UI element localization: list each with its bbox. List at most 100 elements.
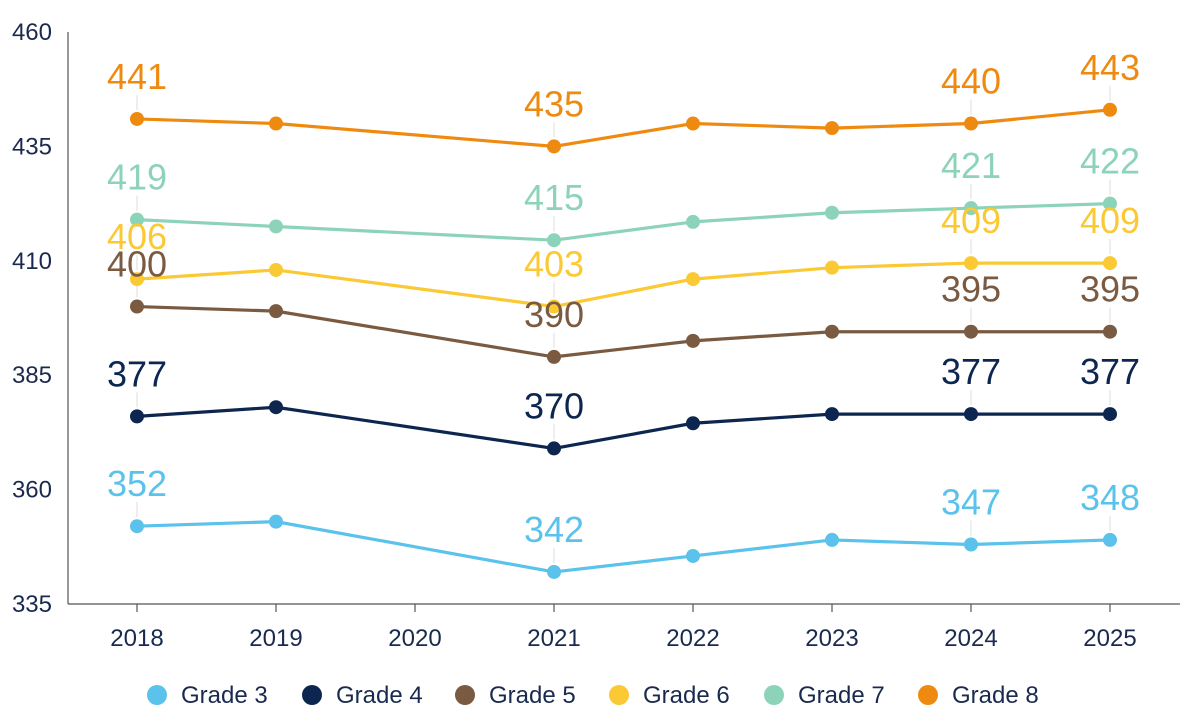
data-point-grade-8 (964, 116, 978, 131)
data-point-grade-6 (269, 262, 283, 277)
legend-label-grade-8: Grade 8 (952, 682, 1039, 709)
data-point-grade-3 (130, 519, 144, 534)
data-label-grade-3: 347 (941, 482, 1001, 523)
legend-label-grade-7: Grade 7 (798, 682, 885, 709)
data-point-grade-3 (547, 564, 561, 579)
x-tick-label: 2019 (249, 625, 302, 652)
data-point-grade-4 (547, 441, 561, 456)
data-label-grade-6: 406 (107, 216, 167, 257)
data-point-grade-4 (825, 407, 839, 422)
data-label-grade-8: 435 (524, 83, 584, 124)
data-label-grade-3: 342 (524, 509, 584, 550)
legend-label-grade-5: Grade 5 (489, 682, 576, 709)
data-point-grade-8 (825, 121, 839, 136)
data-point-grade-6 (130, 272, 144, 287)
data-label-grade-8: 440 (941, 61, 1001, 102)
data-point-grade-3 (269, 514, 283, 529)
y-tick-label: 385 (12, 362, 52, 389)
data-point-grade-6 (1103, 256, 1117, 271)
legend-label-grade-4: Grade 4 (336, 682, 423, 709)
data-label-grade-7: 421 (941, 145, 1001, 186)
x-tick-label: 2022 (666, 625, 719, 652)
data-point-grade-6 (686, 272, 700, 287)
x-tick-label: 2018 (110, 625, 163, 652)
data-point-grade-6 (547, 299, 561, 314)
data-label-grade-5: 400 (107, 244, 167, 285)
x-tick-label: 2020 (388, 625, 441, 652)
y-tick-label: 335 (12, 591, 52, 618)
data-point-grade-7 (130, 212, 144, 227)
data-point-grade-3 (825, 532, 839, 547)
legend-label-grade-6: Grade 6 (643, 682, 730, 709)
axes: 335 360 385 410 435 460 2018 2019 2020 2021 2022 20… (12, 19, 1180, 652)
legend-marker-grade-6 (609, 685, 629, 705)
legend-marker-grade-4 (302, 685, 322, 705)
data-point-grade-5 (686, 333, 700, 348)
data-label-grade-3: 352 (107, 463, 167, 504)
data-point-grade-8 (130, 111, 144, 126)
data-label-grade-5: 395 (1080, 269, 1140, 310)
data-point-grade-6 (964, 256, 978, 271)
data-label-grade-7: 415 (524, 177, 584, 218)
data-point-grade-8 (1103, 102, 1117, 117)
data-point-grade-7 (686, 214, 700, 229)
x-tick-label: 2021 (527, 625, 580, 652)
data-label-grade-4: 377 (107, 353, 167, 394)
legend-marker-grade-3 (147, 685, 167, 705)
data-label-grade-8: 443 (1080, 47, 1140, 88)
data-label-grade-7: 422 (1080, 141, 1140, 182)
data-point-grade-4 (964, 407, 978, 422)
data-point-grade-4 (130, 409, 144, 424)
data-point-grade-4 (1103, 407, 1117, 422)
data-point-grade-5 (547, 349, 561, 364)
data-point-grade-7 (269, 219, 283, 234)
data-label-grade-4: 377 (941, 351, 1001, 392)
series-line-grade-3 (136, 520, 1111, 574)
series-points (130, 102, 1117, 579)
y-tick-label: 410 (12, 248, 52, 275)
data-point-grade-5 (825, 324, 839, 339)
data-point-grade-8 (686, 116, 700, 131)
label-guides (136, 85, 1111, 563)
data-label-grade-8: 441 (107, 56, 167, 97)
data-labels: 352 342 347 348 377 370 377 377 400 390 395 395 406 4… (107, 47, 1140, 550)
x-tick-label: 2025 (1083, 625, 1136, 652)
data-point-grade-5 (964, 324, 978, 339)
legend-marker-grade-8 (918, 685, 938, 705)
y-tick-label: 435 (12, 133, 52, 160)
data-point-grade-4 (269, 400, 283, 415)
legend-label-grade-3: Grade 3 (181, 682, 268, 709)
data-point-grade-5 (269, 304, 283, 319)
legend-marker-grade-5 (455, 685, 475, 705)
data-point-grade-7 (964, 201, 978, 216)
legend-marker-grade-7 (764, 685, 784, 705)
data-point-grade-6 (825, 260, 839, 275)
x-tick-label: 2024 (944, 625, 997, 652)
data-point-grade-3 (1103, 532, 1117, 547)
data-point-grade-3 (686, 548, 700, 563)
data-point-grade-3 (964, 537, 978, 552)
data-point-grade-8 (269, 116, 283, 131)
data-label-grade-4: 370 (524, 385, 584, 426)
data-label-grade-6: 409 (941, 200, 1001, 241)
data-point-grade-7 (1103, 196, 1117, 211)
data-point-grade-8 (547, 139, 561, 154)
data-label-grade-7: 419 (107, 157, 167, 198)
series-line-grade-8 (136, 108, 1111, 148)
data-point-grade-4 (686, 416, 700, 431)
data-point-grade-5 (1103, 324, 1117, 339)
y-tick-label: 360 (12, 477, 52, 504)
data-label-grade-4: 377 (1080, 351, 1140, 392)
data-label-grade-5: 390 (524, 294, 584, 335)
x-tick-label: 2023 (805, 625, 858, 652)
data-label-grade-6: 409 (1080, 200, 1140, 241)
data-label-grade-5: 395 (941, 269, 1001, 310)
data-label-grade-3: 348 (1080, 477, 1140, 518)
data-label-grade-6: 403 (524, 244, 584, 285)
data-point-grade-7 (825, 205, 839, 220)
data-point-grade-7 (547, 233, 561, 248)
y-tick-label: 460 (12, 19, 52, 46)
data-point-grade-5 (130, 299, 144, 314)
legend: Grade 3 Grade 4 Grade 5 Grade 6 Grade 7 Grade… (147, 682, 1039, 709)
